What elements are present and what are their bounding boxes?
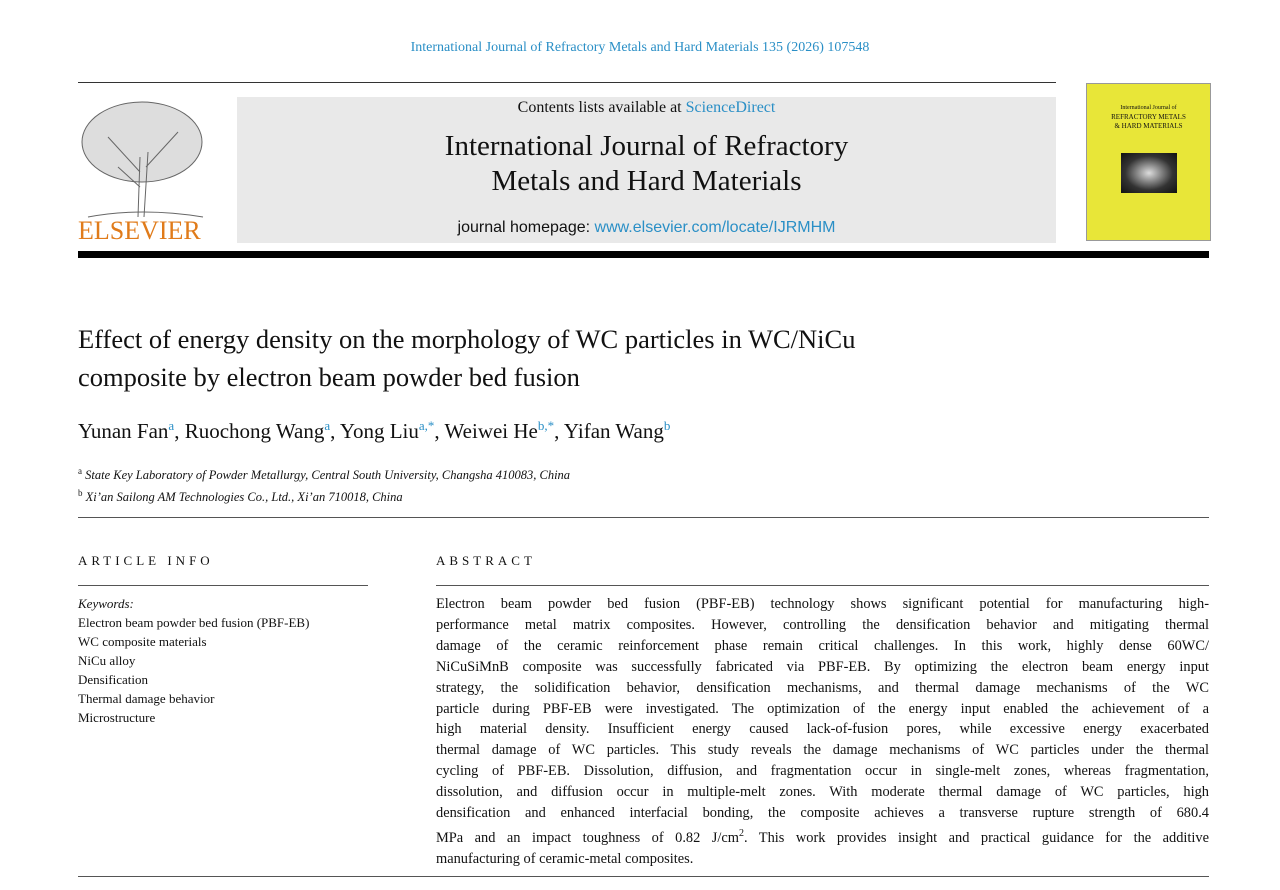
- author-separator: ,: [330, 419, 340, 443]
- cover-image: [1120, 153, 1177, 193]
- author-name[interactable]: Ruochong Wang: [184, 419, 325, 443]
- title-line: composite by electron beam powder bed fu…: [78, 362, 580, 392]
- divider: [78, 585, 368, 586]
- journal-title: International Journal of Refractory Metal…: [237, 129, 1056, 199]
- affiliations: a State Key Laboratory of Powder Metallu…: [78, 462, 570, 506]
- journal-banner: Contents lists available at ScienceDirec…: [237, 97, 1056, 243]
- header-rule: [78, 251, 1209, 258]
- abstract-line: thermal damage of WC particles. This stu…: [436, 742, 1209, 759]
- journal-title-line: International Journal of Refractory: [444, 130, 849, 162]
- elsevier-wordmark: ELSEVIER: [78, 216, 201, 242]
- affiliation: a State Key Laboratory of Powder Metallu…: [78, 462, 570, 484]
- author-name[interactable]: Yifan Wang: [563, 419, 664, 443]
- cover-text: International Journal of: [1120, 105, 1177, 111]
- homepage-label: journal homepage:: [457, 219, 595, 236]
- abstract-heading: ABSTRACT: [436, 553, 536, 568]
- divider: [436, 585, 1209, 586]
- contents-label: Contents lists available at: [517, 99, 686, 116]
- keyword: WC composite materials: [78, 634, 207, 649]
- journal-reference-link[interactable]: International Journal of Refractory Meta…: [410, 40, 870, 55]
- author-separator: ,: [434, 419, 445, 443]
- keywords: Keywords: Electron beam powder bed fusio…: [78, 594, 309, 727]
- keyword: Densification: [78, 672, 149, 687]
- journal-title-line: Metals and Hard Materials: [491, 165, 802, 197]
- divider: [78, 876, 1209, 877]
- affiliation-key: b: [78, 488, 83, 499]
- elsevier-logo: ELSEVIER: [78, 97, 206, 245]
- cover-text: & HARD MATERIALS: [1114, 122, 1183, 130]
- abstract-line: densification and enhanced interfacial b…: [436, 805, 1209, 822]
- keyword: Thermal damage behavior: [78, 691, 215, 706]
- author-name[interactable]: Weiwei He: [444, 419, 538, 443]
- sciencedirect-link[interactable]: ScienceDirect: [685, 99, 776, 116]
- abstract-line: manufacturing of ceramic-metal composite…: [436, 850, 694, 867]
- homepage-link[interactable]: www.elsevier.com/locate/IJRMHM: [594, 219, 836, 236]
- author-list: Yunan Fana, Ruochong Wanga, Yong Liua,*,…: [78, 418, 670, 444]
- abstract-line: Electron beam powder bed fusion (PBF-EB)…: [436, 596, 1209, 612]
- keyword: Electron beam powder bed fusion (PBF-EB): [78, 615, 310, 630]
- divider: [78, 82, 1056, 83]
- affiliation-text: State Key Laboratory of Powder Metallurg…: [85, 468, 571, 483]
- title-line: Effect of energy density on the morpholo…: [78, 324, 856, 354]
- tree-icon: ELSEVIER: [78, 101, 204, 245]
- divider: [78, 517, 1209, 518]
- abstract-line-text: . This work provides insight and practic…: [743, 829, 1209, 846]
- affiliation-text: Xi’an Sailong AM Technologies Co., Ltd.,…: [85, 490, 403, 505]
- abstract-line: damage of the ceramic reinforcement phas…: [436, 637, 1209, 654]
- author-name[interactable]: Yunan Fan: [78, 419, 169, 443]
- abstract-line: particle during PBF-EB were investigated…: [436, 700, 1209, 717]
- abstract-line: dissolution, and diffusion occur in mult…: [436, 784, 1209, 801]
- article-info-heading: ARTICLE INFO: [78, 553, 214, 568]
- cover-text: REFRACTORY METALS: [1111, 113, 1186, 121]
- author-affiliation-marker[interactable]: a: [168, 418, 175, 433]
- abstract-line: strategy, the solidification behavior, d…: [436, 679, 1209, 696]
- author-affiliation-marker[interactable]: b: [663, 418, 671, 433]
- author-affiliation-marker[interactable]: b,*: [537, 418, 555, 433]
- keywords-label: Keywords:: [78, 596, 134, 611]
- author-name[interactable]: Yong Liu: [339, 419, 419, 443]
- abstract-line: performance metal matrix composites. How…: [436, 616, 1209, 633]
- abstract-line: NiCuSiMnB composite was successfully fab…: [436, 658, 1209, 675]
- author-affiliation-marker[interactable]: a: [324, 418, 331, 433]
- author-affiliation-marker[interactable]: a,*: [418, 418, 435, 433]
- abstract-line: MPa and an impact toughness of 0.82 J/cm…: [436, 824, 1209, 849]
- abstract-line: high material density. Insufficient ener…: [436, 721, 1209, 738]
- superscript: 2: [738, 827, 744, 839]
- abstract-line: cycling of PBF-EB. Dissolution, diffusio…: [436, 763, 1209, 780]
- keyword: Microstructure: [78, 710, 156, 725]
- abstract-text: Electron beam powder bed fusion (PBF-EB)…: [436, 594, 1209, 870]
- author-separator: ,: [174, 419, 185, 443]
- keyword: NiCu alloy: [78, 653, 136, 668]
- article-title: Effect of energy density on the morpholo…: [78, 320, 1078, 396]
- journal-cover: International Journal of REFRACTORY META…: [1086, 83, 1211, 241]
- affiliation: b Xi’an Sailong AM Technologies Co., Ltd…: [78, 484, 570, 506]
- abstract-line-text: MPa and an impact toughness of 0.82 J/cm: [436, 829, 739, 846]
- author-separator: ,: [554, 419, 564, 443]
- affiliation-key: a: [78, 466, 82, 476]
